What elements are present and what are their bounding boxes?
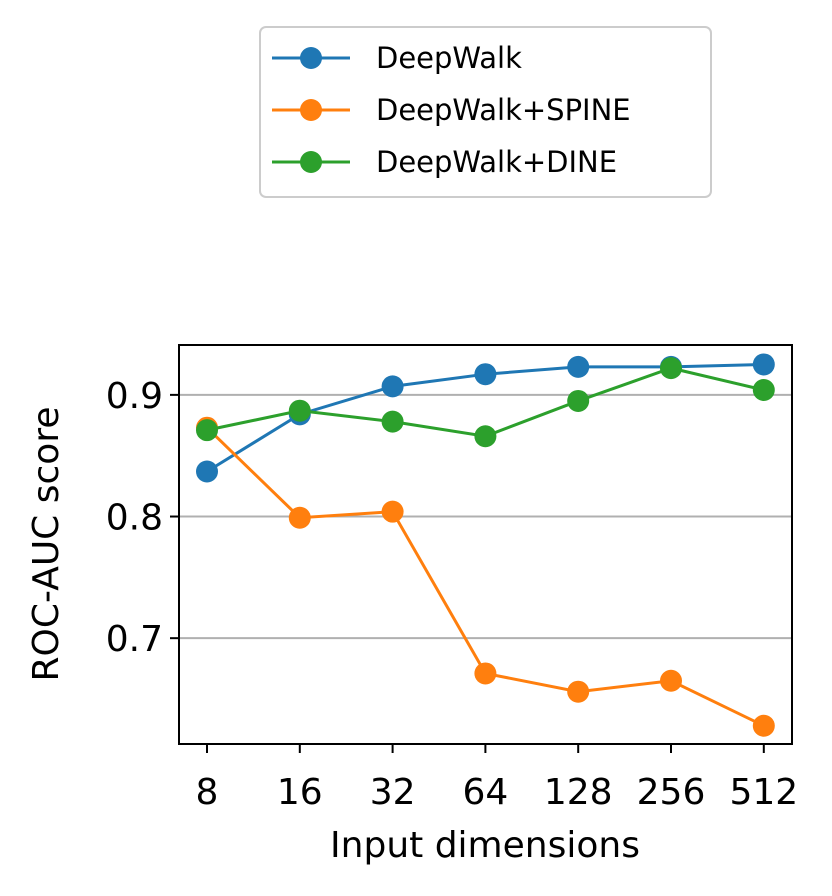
data-point-deepwalk-dine [752, 379, 775, 402]
legend-label: DeepWalk+SPINE [376, 93, 631, 127]
data-point-deepwalk-dine [381, 410, 404, 433]
data-point-deepwalk-spine [288, 506, 311, 529]
x-axis-label: Input dimensions [330, 825, 640, 866]
y-axis: 0.7 0.8 0.9 [106, 376, 179, 660]
data-point-deepwalk [474, 363, 497, 386]
data-point-deepwalk [196, 460, 218, 483]
y-tick-label: 0.7 [106, 619, 163, 660]
data-point-deepwalk-spine [752, 714, 775, 737]
x-axis: 8 16 32 64 128 256 512 [196, 744, 798, 813]
legend-item-deepwalk: DeepWalk [272, 41, 522, 75]
series-deepwalk-dine [196, 357, 775, 448]
data-point-deepwalk-dine [474, 425, 497, 448]
legend-label: DeepWalk+DINE [376, 145, 617, 179]
x-tick-label: 512 [729, 772, 798, 813]
legend-marker [300, 47, 322, 69]
legend-marker [300, 151, 322, 173]
legend: DeepWalk DeepWalk+SPINE DeepWalk+DINE [259, 26, 712, 198]
data-point-deepwalk-spine [567, 680, 590, 703]
data-point-deepwalk [567, 355, 590, 378]
legend-label: DeepWalk [376, 41, 522, 75]
data-point-deepwalk-dine [567, 389, 590, 412]
legend-marker [300, 99, 322, 121]
data-point-deepwalk-spine [474, 662, 497, 685]
data-point-deepwalk [752, 353, 775, 376]
data-point-deepwalk-dine [288, 399, 311, 422]
series-layer [196, 353, 775, 737]
data-point-deepwalk-spine [660, 669, 682, 692]
x-tick-label: 16 [277, 772, 323, 813]
data-point-deepwalk-spine [381, 500, 404, 523]
y-tick-label: 0.9 [106, 376, 163, 417]
legend-item-deepwalk-spine: DeepWalk+SPINE [272, 93, 631, 127]
x-tick-label: 256 [637, 772, 706, 813]
y-tick-label: 0.8 [106, 498, 163, 539]
x-tick-label: 64 [462, 772, 508, 813]
data-point-deepwalk-dine [196, 419, 218, 442]
x-tick-label: 128 [544, 772, 613, 813]
data-point-deepwalk-dine [660, 357, 682, 380]
series-deepwalk-spine [196, 416, 775, 737]
legend-box [259, 26, 712, 198]
x-tick-label: 8 [196, 772, 219, 813]
x-tick-label: 32 [370, 772, 416, 813]
y-axis-label: ROC-AUC score [26, 407, 67, 682]
legend-item-deepwalk-dine: DeepWalk+DINE [272, 145, 617, 179]
gridlines [179, 393, 792, 640]
data-point-deepwalk [381, 375, 404, 398]
